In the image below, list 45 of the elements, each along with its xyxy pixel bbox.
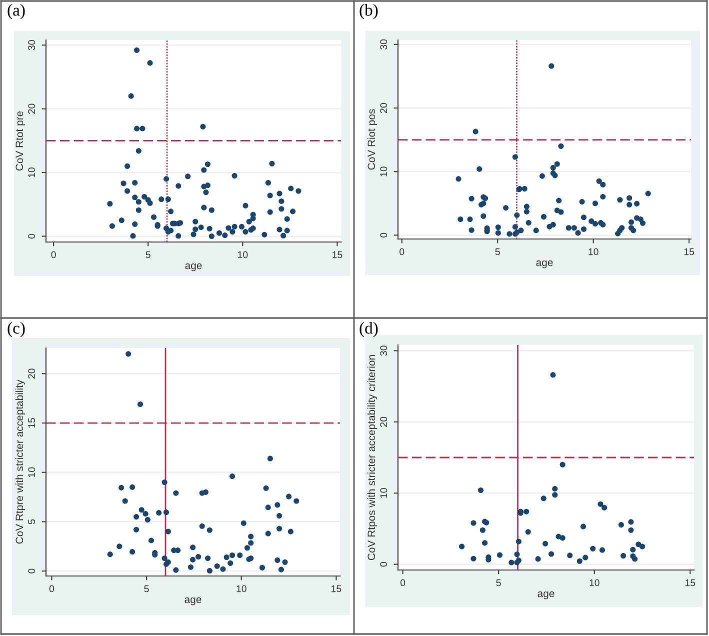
- x-tick-label: 15: [332, 585, 342, 592]
- y-tick-label: 10: [380, 488, 388, 498]
- x-tick-label: 10: [238, 251, 248, 258]
- x-tick-label: 10: [590, 579, 600, 586]
- y-tick-label: 0: [380, 232, 388, 238]
- x-tick-label: 15: [684, 248, 694, 256]
- x-tick-label: 0: [400, 579, 406, 586]
- x-axis-title: age: [538, 591, 554, 600]
- y-axis-title: CoV Rtot pre: [16, 111, 26, 171]
- y-axis-title: CoV Riot pos: [367, 109, 378, 170]
- y-tick-label: 0: [28, 234, 36, 239]
- y-tick-label: 20: [380, 416, 388, 427]
- x-axis-title: age: [185, 263, 202, 272]
- y-tick-label: 5: [28, 519, 36, 524]
- chart-title: (c): [8, 322, 25, 338]
- chart-title: (d): [360, 322, 378, 338]
- chart-title: (b): [360, 4, 378, 20]
- y-tick-label: 10: [28, 467, 36, 478]
- y-tick-label: 0: [28, 568, 36, 574]
- y-axis-title: CoV Rtpos with stricter acceptability criterion: [367, 355, 378, 560]
- x-tick-label: 5: [496, 579, 501, 586]
- chart-title: (a): [8, 4, 25, 20]
- x-tick-label: 10: [236, 585, 246, 592]
- x-axis-title: age: [184, 597, 202, 606]
- x-tick-label: 0: [400, 248, 404, 256]
- x-tick-label: 15: [332, 251, 342, 258]
- y-tick-label: 30: [380, 346, 388, 356]
- x-axis-title: age: [536, 260, 553, 268]
- x-tick-label: 15: [686, 579, 696, 586]
- y-tick-label: 20: [28, 104, 36, 114]
- y-tick-label: 10: [28, 168, 36, 178]
- x-tick-label: 5: [495, 248, 500, 256]
- y-tick-label: 0: [380, 562, 388, 567]
- y-tick-label: 15: [28, 418, 36, 428]
- y-tick-label: 30: [28, 40, 36, 50]
- y-tick-label: 20: [28, 368, 36, 379]
- x-tick-label: 5: [144, 585, 149, 592]
- y-axis-title: CoV Rtpre with stricter acceptability: [15, 380, 26, 544]
- x-tick-label: 10: [588, 248, 598, 256]
- x-tick-label: 0: [49, 585, 54, 592]
- y-tick-label: 10: [380, 166, 388, 176]
- x-tick-label: 0: [51, 251, 56, 258]
- y-tick-label: 20: [380, 103, 388, 113]
- x-tick-label: 5: [146, 251, 150, 258]
- y-tick-label: 30: [380, 39, 388, 50]
